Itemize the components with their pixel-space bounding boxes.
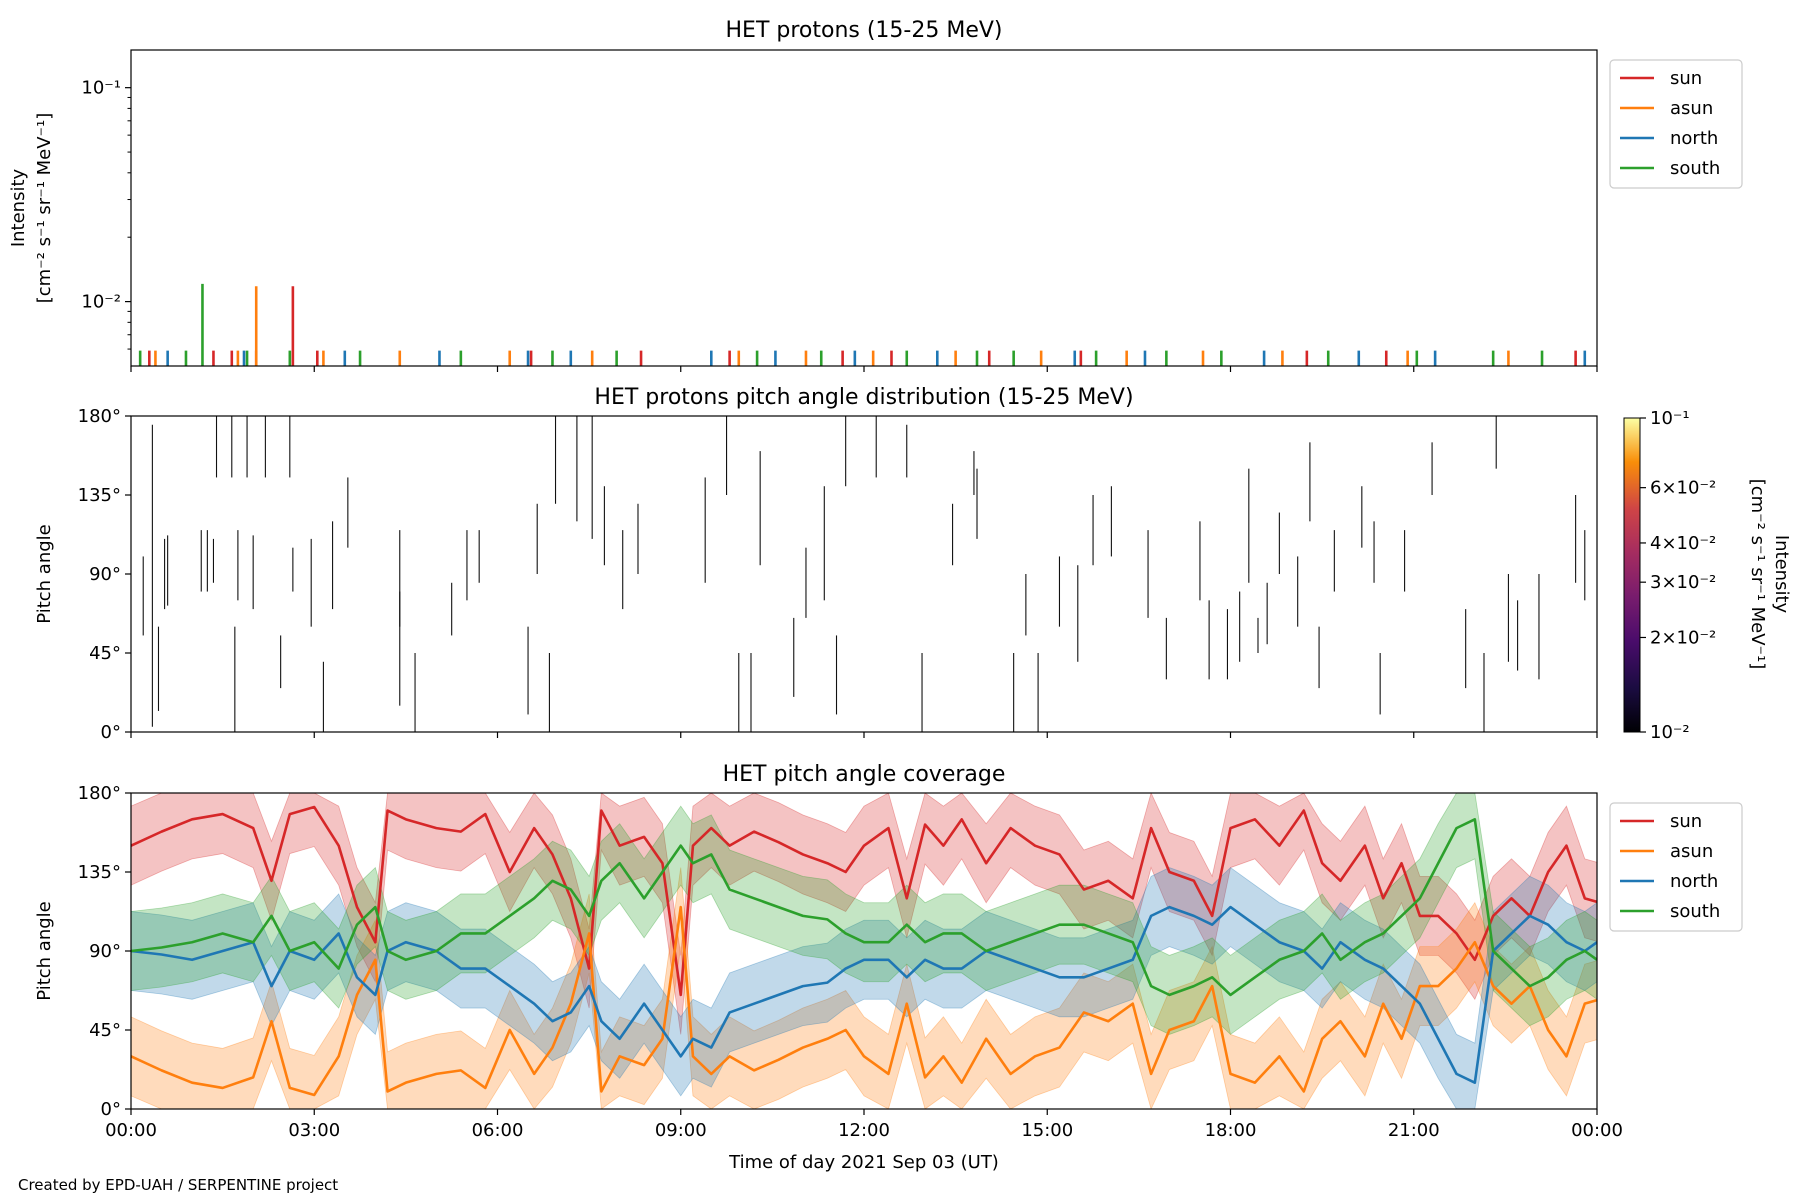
panel-pitch-angle-distribution: HET protons pitch angle distribution (15… xyxy=(34,385,1792,743)
colorbar: 10⁻¹ 6×10⁻² 4×10⁻² 3×10⁻² 2×10⁻² 10⁻² Intensi… xyxy=(1623,408,1792,743)
x-tick-label: 09:00 xyxy=(655,1120,707,1141)
y-tick-label: 0° xyxy=(101,1099,121,1120)
legend-label-south: south xyxy=(1670,158,1720,179)
panel3-legend: sun asun north south xyxy=(1609,802,1743,932)
y-tick-label: 135° xyxy=(78,862,121,883)
panel1-yunits: [cm⁻² s⁻¹ sr⁻¹ MeV⁻¹] xyxy=(34,113,55,304)
x-tick-label: 00:00 xyxy=(1571,1120,1623,1141)
colorbar-units: [cm⁻² s⁻¹ sr⁻¹ MeV⁻¹] xyxy=(1747,479,1768,670)
x-tick-label: 15:00 xyxy=(1021,1120,1073,1141)
colorbar-tick-label: 10⁻¹ xyxy=(1650,408,1690,429)
colorbar-label: Intensity xyxy=(1771,535,1792,614)
panel1-title: HET protons (15-25 MeV) xyxy=(726,18,1003,43)
panel1-x-ticks xyxy=(130,366,1598,372)
y-tick-label: 10⁻² xyxy=(81,292,121,313)
colorbar-tick-label: 6×10⁻² xyxy=(1650,478,1716,499)
y-tick-label: 45° xyxy=(89,643,121,664)
x-tick-label: 21:00 xyxy=(1388,1120,1440,1141)
legend-label-sun: sun xyxy=(1670,811,1702,832)
colorbar-ticks: 10⁻¹ 6×10⁻² 4×10⁻² 3×10⁻² 2×10⁻² 10⁻² xyxy=(1640,408,1716,743)
panel1-ylabel: Intensity xyxy=(8,168,29,247)
colorbar-tick-label: 4×10⁻² xyxy=(1650,533,1716,554)
y-tick-label: 180° xyxy=(78,406,121,427)
panel1-y-ticks: 10⁻¹ 10⁻² xyxy=(81,78,131,350)
legend-box xyxy=(1609,802,1743,932)
line-sun xyxy=(131,805,1597,997)
legend-label-sun: sun xyxy=(1670,68,1702,89)
legend-label-asun: asun xyxy=(1670,98,1713,119)
panel1-frame xyxy=(130,49,1598,367)
y-tick-label: 135° xyxy=(78,485,121,506)
x-tick-label: 12:00 xyxy=(838,1120,890,1141)
band-south xyxy=(131,793,1597,1035)
x-tick-label: 18:00 xyxy=(1205,1120,1257,1141)
panel2-marks xyxy=(142,416,1586,732)
panel3-ylabel: Pitch angle xyxy=(34,901,55,1000)
panel-pitch-angle-coverage: HET pitch angle coverage 0° 45° 90° 135° 180… xyxy=(34,762,1743,1173)
y-tick-label: 90° xyxy=(89,941,121,962)
panel2-x-ticks xyxy=(130,732,1598,738)
panel3-title: HET pitch angle coverage xyxy=(723,762,1006,787)
panel2-y-ticks: 0° 45° 90° 135° 180° xyxy=(78,406,131,743)
band-north xyxy=(131,867,1597,1109)
panel2-ylabel: Pitch angle xyxy=(34,524,55,623)
colorbar-gradient xyxy=(1623,417,1641,733)
credit-text: Created by EPD-UAH / SERPENTINE project xyxy=(18,1176,338,1194)
panel3-x-ticks: 00:00 03:00 06:00 09:00 12:00 15:00 18:00 21:00… xyxy=(105,1109,1623,1141)
band-sun xyxy=(131,793,1597,1035)
panel2-title: HET protons pitch angle distribution (15… xyxy=(594,385,1133,410)
panel1-legend: sun asun north south xyxy=(1609,59,1743,189)
panel-intensity: HET protons (15-25 MeV) 10⁻¹ 10⁻² Intensi… xyxy=(8,18,1743,372)
x-tick-label: 00:00 xyxy=(105,1120,157,1141)
x-tick-label: 06:00 xyxy=(472,1120,524,1141)
panel3-marks xyxy=(131,793,1597,1109)
colorbar-tick-label: 3×10⁻² xyxy=(1650,572,1716,593)
line-north xyxy=(131,905,1597,1084)
line-asun xyxy=(131,905,1597,1097)
band-asun xyxy=(131,867,1597,1109)
legend-box xyxy=(1609,59,1743,189)
y-tick-label: 0° xyxy=(101,722,121,743)
y-tick-label: 45° xyxy=(89,1020,121,1041)
x-axis-label: Time of day 2021 Sep 03 (UT) xyxy=(728,1152,999,1173)
x-tick-label: 03:00 xyxy=(288,1120,340,1141)
colorbar-tick-label: 10⁻² xyxy=(1650,722,1690,743)
line-south xyxy=(131,818,1597,997)
y-tick-label: 10⁻¹ xyxy=(81,78,121,99)
colorbar-tick-label: 2×10⁻² xyxy=(1650,627,1716,648)
panel2-frame xyxy=(130,415,1598,733)
y-tick-label: 180° xyxy=(78,783,121,804)
panel1-marks xyxy=(138,283,1587,366)
legend-label-asun: asun xyxy=(1670,841,1713,862)
y-tick-label: 90° xyxy=(89,564,121,585)
legend-label-north: north xyxy=(1670,871,1718,892)
panel3-y-ticks: 0° 45° 90° 135° 180° xyxy=(78,783,131,1120)
legend-label-north: north xyxy=(1670,128,1718,149)
legend-label-south: south xyxy=(1670,901,1720,922)
